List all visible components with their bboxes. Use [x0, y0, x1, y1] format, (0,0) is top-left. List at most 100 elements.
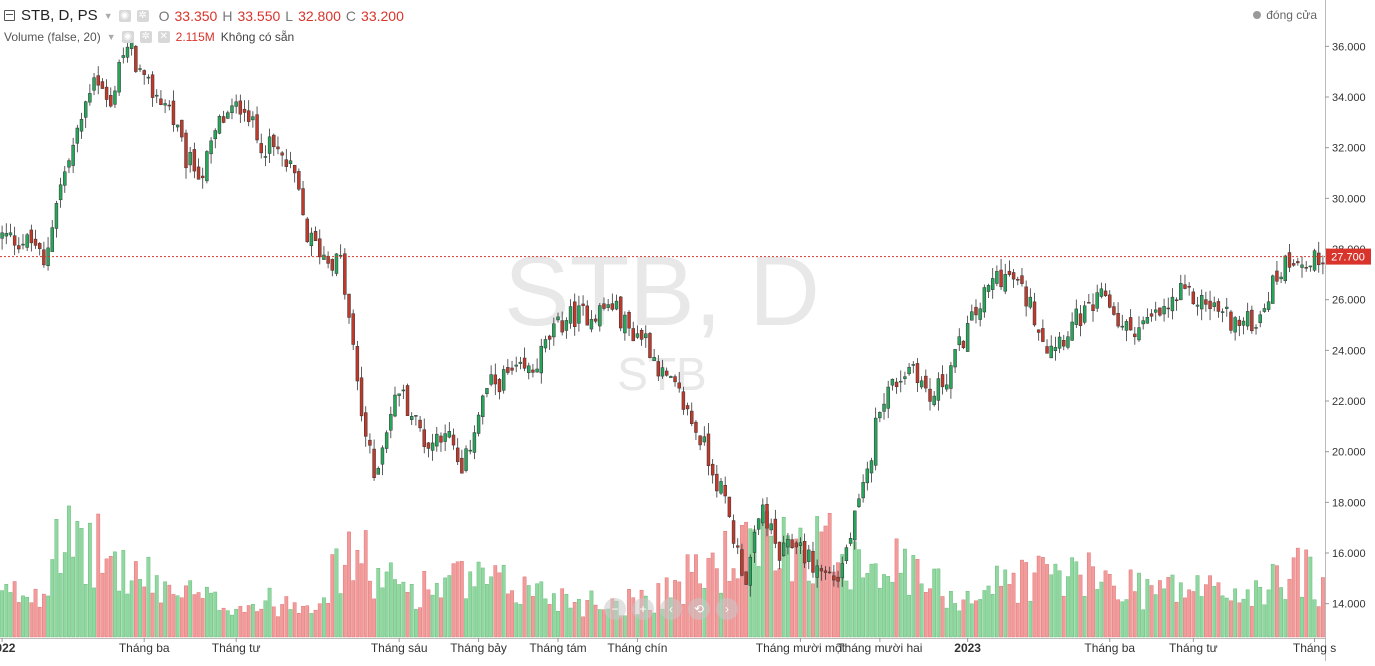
volume-title[interactable]: Volume (false, 20)	[4, 30, 101, 44]
candle-body	[807, 549, 811, 562]
volume-bar	[104, 558, 109, 638]
candle-body	[815, 565, 819, 578]
ohlc-values: O 33.350 H 33.550 L 32.800 C 33.200	[158, 7, 404, 24]
gear-icon[interactable]: ✲	[136, 9, 149, 22]
volume-bar	[769, 535, 774, 638]
volume-bar	[154, 575, 159, 638]
volume-bar	[16, 602, 21, 638]
candle-body	[401, 389, 406, 392]
volume-bar	[1028, 600, 1033, 638]
candle-body	[1233, 317, 1237, 333]
volume-bar	[159, 602, 163, 638]
volume-bar	[430, 594, 435, 638]
candle-body	[272, 134, 276, 148]
volume-bar	[138, 579, 142, 638]
candle-body	[878, 412, 882, 419]
volume-bar	[1128, 569, 1133, 638]
volume-bar	[903, 548, 907, 638]
candle-body	[623, 314, 627, 334]
candle-body	[1145, 317, 1150, 324]
chevron-down-icon[interactable]: ▼	[106, 32, 116, 42]
candle-body	[1279, 276, 1283, 280]
volume-bar	[263, 600, 268, 638]
collapse-icon[interactable]	[4, 10, 15, 21]
candle-body	[414, 415, 418, 417]
candle-body	[384, 432, 389, 449]
eye-icon[interactable]: ◉	[121, 31, 134, 43]
candle-body	[355, 346, 360, 382]
candle-body	[765, 503, 769, 529]
chevron-down-icon[interactable]: ▼	[103, 10, 113, 21]
volume-bar	[50, 559, 55, 638]
candle-body	[702, 436, 707, 443]
volume-bar	[1162, 588, 1166, 638]
volume-bar	[1241, 598, 1246, 638]
volume-bar	[8, 592, 13, 638]
volume-value: 2.115M	[175, 30, 215, 44]
volume-bar	[1178, 582, 1183, 638]
zoom-in-icon[interactable]: +	[632, 598, 654, 620]
volume-bar	[230, 614, 234, 638]
candle-body	[715, 473, 719, 492]
gear-icon[interactable]: ✲	[139, 31, 152, 43]
volume-series	[0, 505, 1325, 638]
zoom-out-icon[interactable]: −	[604, 598, 626, 620]
candle-body	[740, 549, 744, 576]
eye-icon[interactable]: ◉	[118, 9, 131, 22]
volume-bar	[1053, 563, 1058, 638]
volume-bar	[363, 530, 368, 638]
volume-bar	[1124, 599, 1129, 638]
scroll-right-icon[interactable]: ›	[716, 598, 738, 620]
volume-bar	[581, 616, 585, 638]
candle-body	[894, 381, 899, 388]
volume-bar	[944, 607, 949, 638]
volume-bar	[1036, 555, 1041, 638]
candle-body	[593, 318, 598, 322]
volume-bar	[961, 599, 966, 638]
reset-icon[interactable]: ⟲	[688, 598, 710, 620]
volume-bar	[405, 591, 410, 638]
volume-bar	[12, 581, 17, 638]
volume-bar	[92, 587, 96, 638]
volume-bar	[1199, 596, 1204, 638]
volume-bar	[1287, 579, 1292, 638]
volume-bar	[823, 525, 828, 638]
candle-body	[318, 238, 322, 258]
volume-note: Không có sẵn	[220, 30, 295, 44]
candle-body	[42, 249, 46, 266]
volume-bar	[652, 612, 657, 638]
candle-body	[50, 227, 54, 252]
time-tick-label: Tháng bảy	[450, 641, 507, 655]
volume-bar	[251, 603, 255, 638]
volume-bar	[167, 584, 172, 638]
candle-body	[903, 376, 907, 379]
volume-bar	[806, 580, 811, 638]
volume-bar	[288, 609, 293, 638]
volume-bar	[798, 527, 803, 638]
candle-body	[58, 184, 63, 201]
volume-bar	[401, 581, 406, 638]
candle-body	[974, 306, 978, 316]
volume-bar	[894, 538, 899, 638]
volume-bar	[1149, 585, 1154, 638]
candle-body	[37, 243, 42, 249]
candle-body	[368, 439, 372, 446]
volume-bar	[1270, 563, 1275, 638]
candle-body	[67, 160, 71, 168]
volume-bar	[1183, 597, 1187, 638]
candle-body	[489, 374, 493, 385]
volume-bar	[225, 610, 230, 638]
volume-bar	[915, 559, 920, 638]
candle-body	[376, 468, 380, 475]
candle-body	[71, 144, 75, 166]
volume-bar	[1258, 587, 1263, 638]
volume-bar	[602, 609, 606, 638]
candle-body	[359, 377, 364, 417]
volume-bar	[589, 590, 594, 638]
symbol-title[interactable]: STB, D, PS	[21, 7, 98, 24]
scroll-left-icon[interactable]: ‹	[660, 598, 682, 620]
close-icon[interactable]: ✕	[157, 31, 170, 43]
volume-bar	[995, 565, 999, 638]
